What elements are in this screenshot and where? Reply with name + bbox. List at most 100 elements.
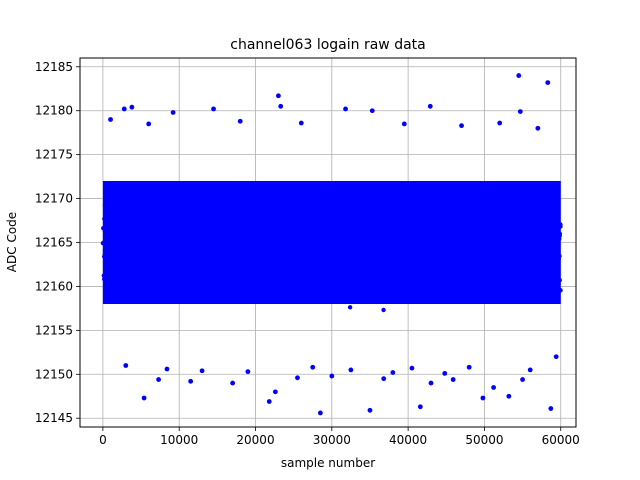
band-point [245,255,250,260]
band-point [220,276,226,282]
band-point [344,243,349,248]
band-point [215,273,220,278]
band-point [137,204,143,209]
band-point [179,227,185,233]
band-point [392,249,397,254]
band-point [437,275,442,281]
band-point [239,273,244,279]
band-point [450,242,455,247]
band-point [198,276,203,281]
band-point [200,238,206,244]
band-point [548,234,554,239]
band-point [156,284,161,289]
band-point [135,246,140,251]
band-point [264,253,269,259]
band-point [448,215,453,220]
band-point [471,295,477,300]
data-point [170,110,176,115]
band-point [369,190,375,195]
band-point [440,267,445,272]
band-point [108,234,113,239]
band-point [321,242,326,247]
band-point [458,284,463,290]
band-point [155,297,160,303]
band-point [147,261,153,267]
band-point [416,209,421,215]
band-point [399,209,404,215]
band-point [133,217,139,222]
band-point [491,210,496,215]
data-point [516,73,522,78]
band-point [249,215,255,220]
band-point [424,244,429,249]
band-point [548,242,553,247]
band-point [314,249,319,255]
band-point [344,207,349,213]
band-point [180,283,186,289]
band-point [111,214,116,220]
band-point [204,255,210,261]
band-point [350,232,355,237]
band-point [178,254,184,259]
band-point [102,276,108,281]
band-point [327,230,332,235]
data-point [348,367,354,373]
band-point [288,283,293,288]
band-point [299,274,305,279]
band-point [452,236,457,241]
band-point [269,282,274,287]
band-point [125,222,130,228]
band-point [543,254,549,259]
band-point [211,240,217,246]
band-point [524,235,529,240]
band-point [478,229,483,235]
x-tick-label: 40000 [389,433,427,447]
band-point [535,244,540,250]
band-point [232,235,238,240]
band-point [198,246,204,252]
band-point [442,257,447,262]
band-point [204,280,209,285]
band-point [314,221,320,226]
band-point [197,250,202,256]
band-point [503,258,508,263]
data-point [141,395,147,401]
band-point [164,216,169,222]
band-point [123,260,128,265]
band-point [392,256,398,261]
band-point [231,227,236,232]
band-point [495,216,500,222]
band-point [555,257,560,262]
band-point [412,265,418,270]
band-point [367,237,372,242]
band-point [343,231,348,236]
band-point [554,201,559,206]
band-point [270,201,275,206]
band-point [417,263,422,268]
band-point [486,252,492,257]
band-point [245,247,250,252]
band-point [386,238,392,243]
data-point [553,354,559,360]
band-point [180,265,185,270]
band-point [164,246,169,252]
band-point [523,259,529,265]
band-point [488,214,494,220]
band-point [124,211,129,217]
x-axis-label: sample number [281,456,375,470]
band-point [176,268,181,273]
band-point [498,251,503,256]
band-point [423,251,428,257]
band-point [522,214,528,220]
band-point [202,230,207,236]
band-point [435,268,440,273]
band-point [330,280,335,286]
band-point [520,205,525,210]
band-point [380,221,386,226]
band-point [403,262,409,268]
band-point [220,260,225,265]
y-tick-label: 12145 [35,411,73,425]
y-tick-label: 12150 [35,367,73,381]
band-point [359,242,365,248]
band-point [282,219,288,224]
